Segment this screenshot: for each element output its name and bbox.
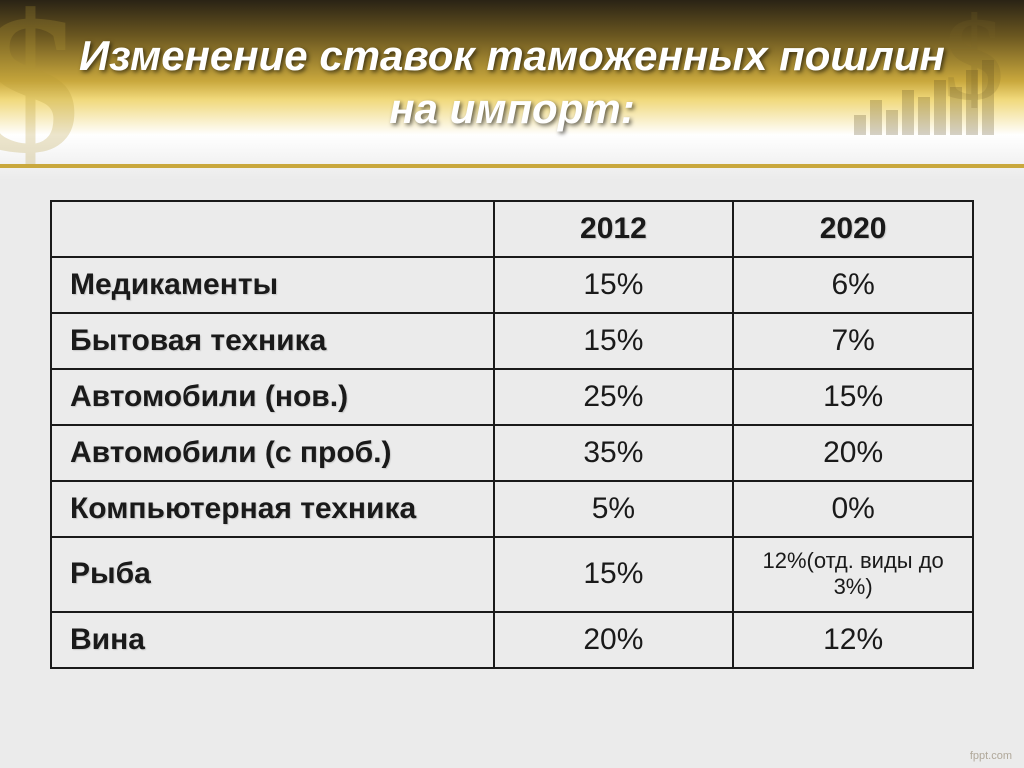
- category-cell: Рыба: [51, 537, 494, 612]
- value-2020: 12%: [733, 612, 973, 668]
- col-header-blank: [51, 201, 494, 257]
- table-row: Рыба 15% 12%(отд. виды до 3%): [51, 537, 973, 612]
- category-cell: Автомобили (нов.): [51, 369, 494, 425]
- table-row: Автомобили (с проб.) 35% 20%: [51, 425, 973, 481]
- value-2012: 15%: [494, 537, 734, 612]
- category-cell: Вина: [51, 612, 494, 668]
- value-2012: 5%: [494, 481, 734, 537]
- table-row: Медикаменты 15% 6%: [51, 257, 973, 313]
- value-2012: 15%: [494, 313, 734, 369]
- tariff-table-container: 2012 2020 Медикаменты 15% 6% Бытовая тех…: [50, 200, 974, 669]
- value-2012: 25%: [494, 369, 734, 425]
- category-cell: Медикаменты: [51, 257, 494, 313]
- value-2012: 15%: [494, 257, 734, 313]
- slide-title: Изменение ставок таможенных пошлин на им…: [0, 30, 1024, 135]
- table-row: Компьютерная техника 5% 0%: [51, 481, 973, 537]
- category-cell: Компьютерная техника: [51, 481, 494, 537]
- value-2020: 12%(отд. виды до 3%): [733, 537, 973, 612]
- watermark: fppt.com: [970, 750, 1012, 762]
- value-2020: 20%: [733, 425, 973, 481]
- col-header-2020: 2020: [733, 201, 973, 257]
- col-header-2012: 2012: [494, 201, 734, 257]
- value-2020: 7%: [733, 313, 973, 369]
- category-cell: Бытовая техника: [51, 313, 494, 369]
- table-row: Вина 20% 12%: [51, 612, 973, 668]
- value-2020: 0%: [733, 481, 973, 537]
- table-header-row: 2012 2020: [51, 201, 973, 257]
- accent-divider: [0, 164, 1024, 168]
- value-2020: 15%: [733, 369, 973, 425]
- category-cell: Автомобили (с проб.): [51, 425, 494, 481]
- table-row: Автомобили (нов.) 25% 15%: [51, 369, 973, 425]
- table-row: Бытовая техника 15% 7%: [51, 313, 973, 369]
- value-2012: 20%: [494, 612, 734, 668]
- tariff-table: 2012 2020 Медикаменты 15% 6% Бытовая тех…: [50, 200, 974, 669]
- value-2020: 6%: [733, 257, 973, 313]
- value-2012: 35%: [494, 425, 734, 481]
